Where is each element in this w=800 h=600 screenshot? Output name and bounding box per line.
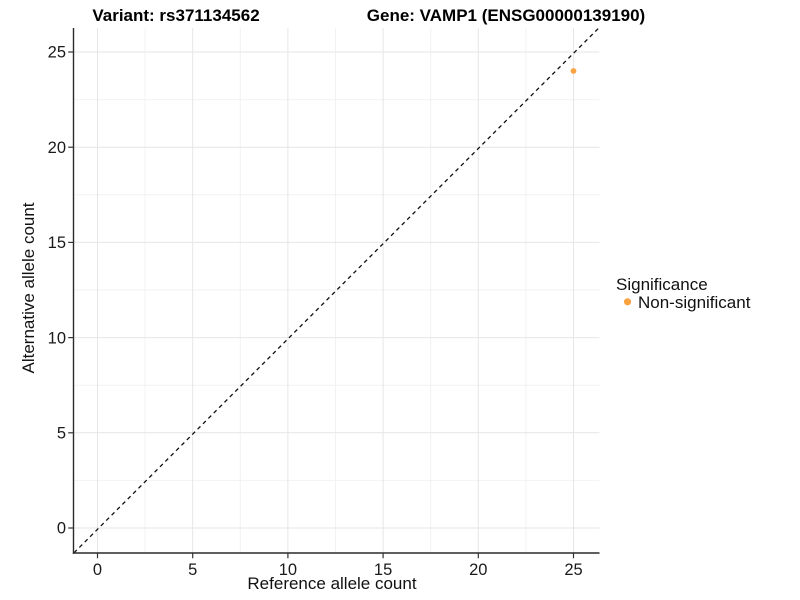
y-tick-15: 15 (48, 234, 66, 252)
x-tick-10: 10 (279, 561, 297, 579)
x-tick-20: 20 (469, 561, 487, 579)
gene-title: Gene: VAMP1 (ENSG00000139190) (367, 6, 645, 25)
legend: Significance Non-significant (616, 275, 751, 312)
x-tick-5: 5 (188, 561, 197, 579)
y-tick-20: 20 (48, 139, 66, 157)
legend-key-dot-icon (623, 298, 632, 306)
data-point-non-significant (570, 68, 577, 74)
y-axis-title: Alternative allele count (19, 202, 38, 373)
y-tick-0: 0 (57, 520, 66, 538)
y-tick-10: 10 (48, 329, 66, 347)
grid-major-lines (73, 28, 600, 553)
x-tick-0: 0 (93, 561, 102, 579)
grid-minor-lines (73, 28, 600, 553)
y-axis-tick-labels: 25 20 15 10 5 0 (48, 44, 66, 538)
y-axis-ticks (68, 51, 74, 529)
y-tick-25: 25 (48, 44, 66, 62)
x-tick-15: 15 (374, 561, 392, 579)
variant-title: Variant: rs371134562 (92, 6, 259, 25)
legend-title: Significance (616, 275, 708, 294)
x-tick-25: 25 (564, 561, 582, 579)
x-axis-ticks (96, 553, 575, 559)
x-axis-title: Reference allele count (247, 574, 416, 593)
x-axis-tick-labels: 0 5 10 15 20 25 (93, 561, 583, 579)
legend-item-non-significant: Non-significant (638, 293, 751, 312)
y-tick-5: 5 (57, 425, 66, 443)
identity-reference-line (73, 28, 599, 554)
